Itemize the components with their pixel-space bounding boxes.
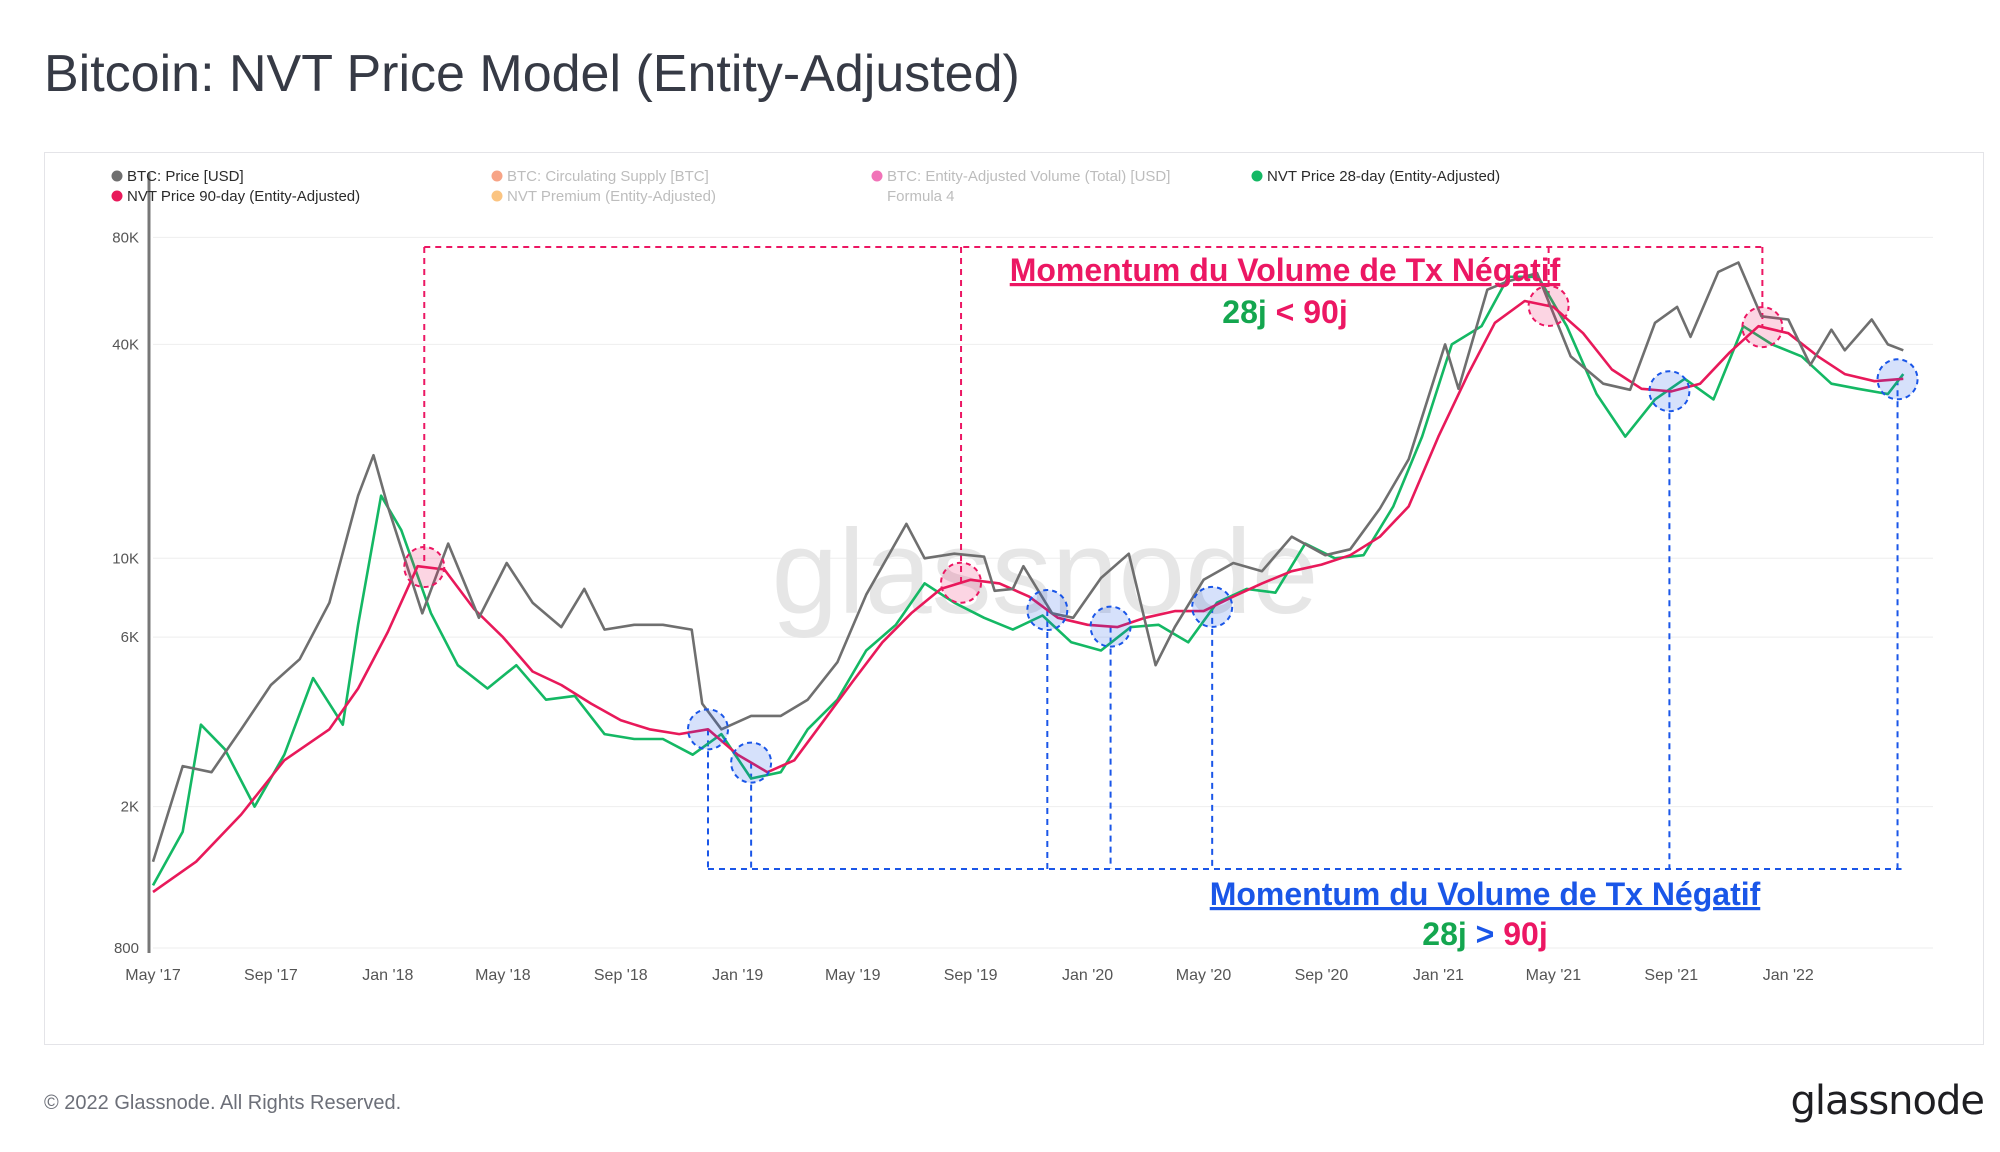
legend-item: Formula 4 — [887, 188, 955, 205]
series-lines — [151, 261, 1905, 894]
x-tick-label: May '17 — [125, 967, 181, 984]
annotation-negative-momentum-red-condition: 28j < 90j — [1222, 294, 1347, 330]
annotation-negative-momentum-blue-condition: 28j > 90j — [1422, 916, 1547, 952]
series-line-nvt-90d — [152, 299, 1904, 894]
legend-item: NVT Price 90-day (Entity-Adjusted) — [127, 188, 360, 205]
crossover-marker — [1527, 284, 1570, 327]
y-tick-label: 2K — [121, 799, 139, 816]
y-tick-label: 40K — [112, 336, 139, 353]
crossover-marker — [1191, 585, 1234, 628]
crossover-marker — [686, 708, 729, 751]
y-tick-label: 80K — [112, 229, 139, 246]
annotation-negative-momentum-blue-title: Momentum du Volume de Tx Négatif — [1210, 876, 1761, 912]
crossover-marker — [1876, 358, 1919, 401]
chart-frame: glassnode 800 2K 6K 10K 40K 80K May '17 Sep '1… — [44, 152, 1984, 1045]
copyright-notice: © 2022 Glassnode. All Rights Reserved. — [44, 1092, 402, 1114]
legend-item: NVT Premium (Entity-Adjusted) — [507, 188, 716, 205]
legend-item: BTC: Circulating Supply [BTC] — [507, 168, 709, 185]
x-tick-label: Jan '22 — [1763, 967, 1814, 984]
crossover-marker — [940, 561, 983, 604]
x-tick-label: Jan '21 — [1413, 967, 1464, 984]
legend-item: BTC: Entity-Adjusted Volume (Total) [USD… — [887, 168, 1170, 185]
y-tick-label: 6K — [121, 629, 139, 646]
annotation-labels: Momentum du Volume de Tx Négatif 28j < 90… — [1010, 252, 1761, 952]
annotation-negative-momentum-red-title: Momentum du Volume de Tx Négatif — [1010, 252, 1561, 288]
legend-item: BTC: Price [USD] — [127, 168, 244, 185]
annotation-guides — [423, 246, 1902, 870]
grid-lines — [153, 236, 1933, 949]
x-tick-label: Sep '21 — [1644, 967, 1698, 984]
y-tick-label: 10K — [112, 550, 139, 567]
x-tick-label: Sep '19 — [944, 967, 998, 984]
x-tick-label: Sep '20 — [1295, 967, 1349, 984]
x-tick-label: Jan '19 — [712, 967, 763, 984]
legend-dot — [491, 190, 503, 202]
crossover-marker — [730, 741, 773, 784]
x-tick-label: Sep '18 — [594, 967, 648, 984]
crossover-marker — [403, 546, 446, 589]
x-tick-label: May '21 — [1526, 967, 1582, 984]
series-line-price — [151, 261, 1904, 863]
crossover-marker — [1089, 605, 1132, 648]
legend-dot — [871, 170, 883, 182]
y-tick-label: 800 — [114, 940, 139, 957]
x-tick-label: Sep '17 — [244, 967, 298, 984]
x-tick-label: Jan '20 — [1062, 967, 1113, 984]
legend-dot — [1251, 170, 1263, 182]
legend: BTC: Price [USD] BTC: Circulating Supply … — [111, 168, 1500, 205]
x-axis: May '17 Sep '17 Jan '18 May '18 Sep '18 Jan '… — [125, 967, 1814, 984]
legend-dot — [491, 170, 503, 182]
crossover-marker — [1026, 589, 1069, 632]
glassnode-logo: glassnode — [1790, 1078, 1985, 1124]
legend-item: NVT Price 28-day (Entity-Adjusted) — [1267, 168, 1500, 185]
x-tick-label: May '20 — [1176, 967, 1232, 984]
legend-dot — [111, 190, 123, 202]
x-tick-label: Jan '18 — [362, 967, 413, 984]
legend-dot — [111, 170, 123, 182]
annotation-markers — [403, 284, 1919, 784]
crossover-marker — [1741, 306, 1784, 349]
x-tick-label: May '19 — [825, 967, 881, 984]
y-axis: 800 2K 6K 10K 40K 80K — [112, 173, 151, 957]
crossover-marker — [1648, 370, 1691, 413]
series-line-nvt-28d — [151, 275, 1905, 887]
page-title: Bitcoin: NVT Price Model (Entity-Adjuste… — [44, 45, 1020, 103]
x-tick-label: May '18 — [475, 967, 531, 984]
